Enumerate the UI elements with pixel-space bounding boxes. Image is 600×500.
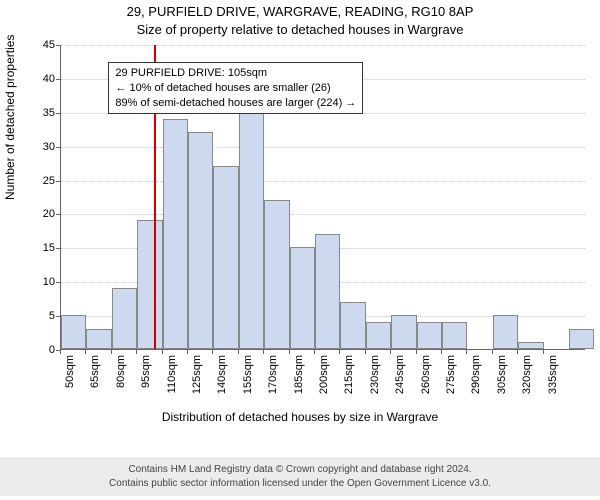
y-tick-label: 35	[0, 107, 55, 119]
x-tick-mark	[543, 350, 544, 354]
annotation-box: 29 PURFIELD DRIVE: 105sqm← 10% of detach…	[108, 62, 363, 115]
histogram-bar	[391, 315, 416, 349]
chart-container: 29, PURFIELD DRIVE, WARGRAVE, READING, R…	[0, 0, 600, 500]
y-tick-label: 20	[0, 208, 55, 220]
x-tick-mark	[517, 350, 518, 354]
x-tick-mark	[238, 350, 239, 354]
gridline-h	[61, 45, 585, 46]
histogram-bar	[112, 288, 137, 349]
x-tick-label: 125sqm	[191, 355, 203, 405]
x-axis-label: Distribution of detached houses by size …	[0, 410, 600, 424]
x-tick-label: 155sqm	[242, 355, 254, 405]
x-tick-mark	[162, 350, 163, 354]
histogram-bar	[340, 302, 365, 349]
x-tick-label: 320sqm	[521, 355, 533, 405]
x-tick-label: 95sqm	[140, 355, 152, 405]
x-tick-label: 80sqm	[115, 355, 127, 405]
histogram-bar	[137, 220, 162, 349]
y-tick-mark	[56, 316, 60, 317]
histogram-bar	[569, 329, 594, 349]
footer-line2: Contains public sector information licen…	[109, 478, 491, 489]
x-tick-label: 230sqm	[369, 355, 381, 405]
y-tick-label: 5	[0, 310, 55, 322]
histogram-bar	[442, 322, 467, 349]
x-tick-label: 245sqm	[394, 355, 406, 405]
y-tick-mark	[56, 147, 60, 148]
histogram-bar	[417, 322, 442, 349]
gridline-h	[61, 214, 585, 215]
y-tick-mark	[56, 113, 60, 114]
y-tick-mark	[56, 79, 60, 80]
histogram-bar	[315, 234, 340, 349]
x-tick-mark	[365, 350, 366, 354]
x-tick-label: 185sqm	[293, 355, 305, 405]
plot-area: 29 PURFIELD DRIVE: 105sqm← 10% of detach…	[60, 45, 585, 350]
x-tick-label: 50sqm	[64, 355, 76, 405]
y-tick-mark	[56, 248, 60, 249]
y-tick-mark	[56, 181, 60, 182]
histogram-bar	[264, 200, 289, 349]
x-tick-label: 305sqm	[496, 355, 508, 405]
histogram-bar	[239, 112, 264, 349]
y-tick-mark	[56, 214, 60, 215]
histogram-bar	[86, 329, 111, 349]
y-tick-label: 40	[0, 73, 55, 85]
y-tick-label: 45	[0, 39, 55, 51]
histogram-bar	[518, 342, 543, 349]
histogram-bar	[61, 315, 86, 349]
histogram-bar	[213, 166, 238, 349]
chart-title-line2: Size of property relative to detached ho…	[0, 22, 600, 37]
x-tick-label: 200sqm	[318, 355, 330, 405]
x-tick-mark	[441, 350, 442, 354]
histogram-bar	[493, 315, 518, 349]
histogram-bar	[163, 119, 188, 349]
y-tick-label: 25	[0, 175, 55, 187]
x-tick-mark	[212, 350, 213, 354]
y-tick-label: 30	[0, 141, 55, 153]
annotation-line: 89% of semi-detached houses are larger (…	[115, 96, 356, 111]
footer-caption: Contains HM Land Registry data © Crown c…	[0, 457, 600, 496]
x-tick-mark	[492, 350, 493, 354]
x-tick-mark	[136, 350, 137, 354]
x-tick-label: 65sqm	[89, 355, 101, 405]
chart-title-line1: 29, PURFIELD DRIVE, WARGRAVE, READING, R…	[0, 4, 600, 19]
y-tick-mark	[56, 45, 60, 46]
y-tick-mark	[56, 282, 60, 283]
x-tick-mark	[111, 350, 112, 354]
x-tick-label: 290sqm	[470, 355, 482, 405]
y-tick-label: 15	[0, 242, 55, 254]
y-tick-label: 0	[0, 344, 55, 356]
annotation-line: ← 10% of detached houses are smaller (26…	[115, 81, 356, 96]
x-tick-mark	[187, 350, 188, 354]
x-tick-mark	[416, 350, 417, 354]
x-tick-label: 110sqm	[166, 355, 178, 405]
histogram-bar	[366, 322, 391, 349]
x-tick-label: 215sqm	[343, 355, 355, 405]
x-tick-label: 260sqm	[420, 355, 432, 405]
x-tick-label: 170sqm	[267, 355, 279, 405]
histogram-bar	[188, 132, 213, 349]
x-tick-mark	[289, 350, 290, 354]
x-tick-mark	[390, 350, 391, 354]
x-tick-mark	[60, 350, 61, 354]
x-tick-mark	[466, 350, 467, 354]
x-tick-mark	[263, 350, 264, 354]
x-tick-mark	[339, 350, 340, 354]
x-tick-label: 275sqm	[445, 355, 457, 405]
histogram-bar	[290, 247, 315, 349]
x-tick-label: 335sqm	[547, 355, 559, 405]
gridline-h	[61, 147, 585, 148]
x-tick-label: 140sqm	[216, 355, 228, 405]
y-tick-label: 10	[0, 276, 55, 288]
annotation-line: 29 PURFIELD DRIVE: 105sqm	[115, 66, 356, 81]
footer-line1: Contains HM Land Registry data © Crown c…	[128, 464, 471, 475]
gridline-h	[61, 181, 585, 182]
x-tick-mark	[85, 350, 86, 354]
x-tick-mark	[314, 350, 315, 354]
